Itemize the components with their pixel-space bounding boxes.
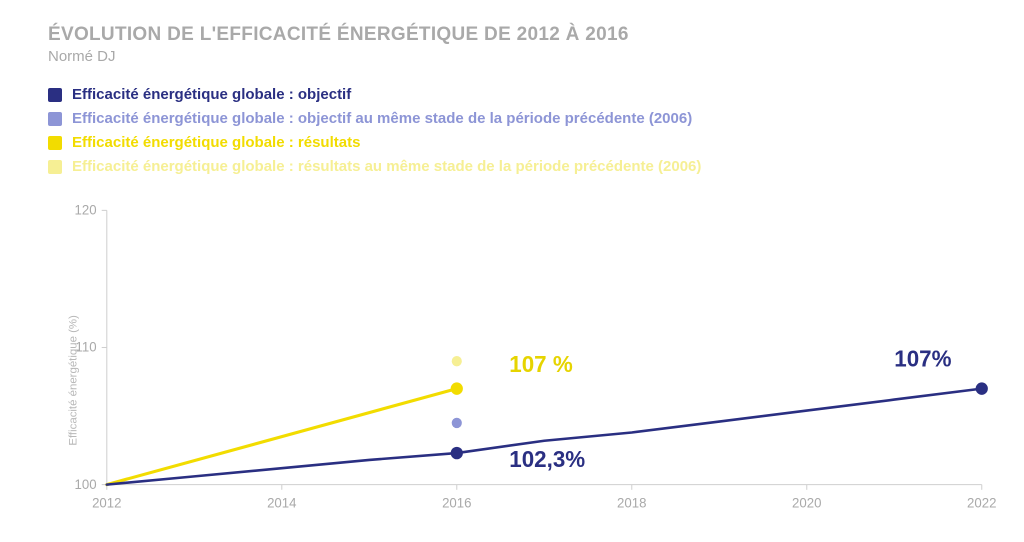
- legend-swatch: [48, 88, 62, 102]
- legend-label: Efficacité énergétique globale : résulta…: [72, 155, 701, 179]
- y-tick-label: 100: [75, 477, 97, 492]
- y-axis-label: Efficacité énergétique (%): [67, 315, 79, 446]
- x-tick-label: 2012: [92, 495, 121, 510]
- chart-subtitle: Normé DJ: [48, 48, 992, 65]
- series-marker-objectif: [451, 447, 463, 459]
- legend-swatch: [48, 136, 62, 150]
- x-tick-label: 2018: [617, 495, 646, 510]
- legend-swatch: [48, 112, 62, 126]
- chart-annotation: 107%: [894, 346, 951, 371]
- legend: Efficacité énergétique globale : objecti…: [48, 83, 992, 179]
- legend-swatch: [48, 160, 62, 174]
- series-marker-resultats_prev: [452, 356, 462, 366]
- chart-annotation: 107 %: [509, 352, 572, 377]
- legend-label: Efficacité énergétique globale : résulta…: [72, 131, 360, 155]
- x-tick-label: 2014: [267, 495, 297, 510]
- legend-item: Efficacité énergétique globale : objecti…: [48, 83, 992, 107]
- series-marker-objectif: [976, 382, 988, 394]
- series-marker-resultats: [451, 382, 463, 394]
- legend-label: Efficacité énergétique globale : objecti…: [72, 107, 692, 131]
- x-tick-label: 2022: [967, 495, 996, 510]
- series-marker-objectif_prev: [452, 418, 462, 428]
- series-line-resultats: [107, 389, 457, 485]
- legend-item: Efficacité énergétique globale : résulta…: [48, 131, 992, 155]
- legend-item: Efficacité énergétique globale : résulta…: [48, 155, 992, 179]
- chart-title: ÉVOLUTION DE L'EFFICACITÉ ÉNERGÉTIQUE DE…: [48, 24, 992, 46]
- x-tick-label: 2016: [442, 495, 471, 510]
- line-chart: 100110120201220142016201820202022Efficac…: [60, 200, 996, 522]
- legend-label: Efficacité énergétique globale : objecti…: [72, 83, 351, 107]
- legend-item: Efficacité énergétique globale : objecti…: [48, 107, 992, 131]
- chart-annotation: 102,3%: [509, 447, 585, 472]
- y-tick-label: 120: [75, 202, 97, 217]
- x-tick-label: 2020: [792, 495, 821, 510]
